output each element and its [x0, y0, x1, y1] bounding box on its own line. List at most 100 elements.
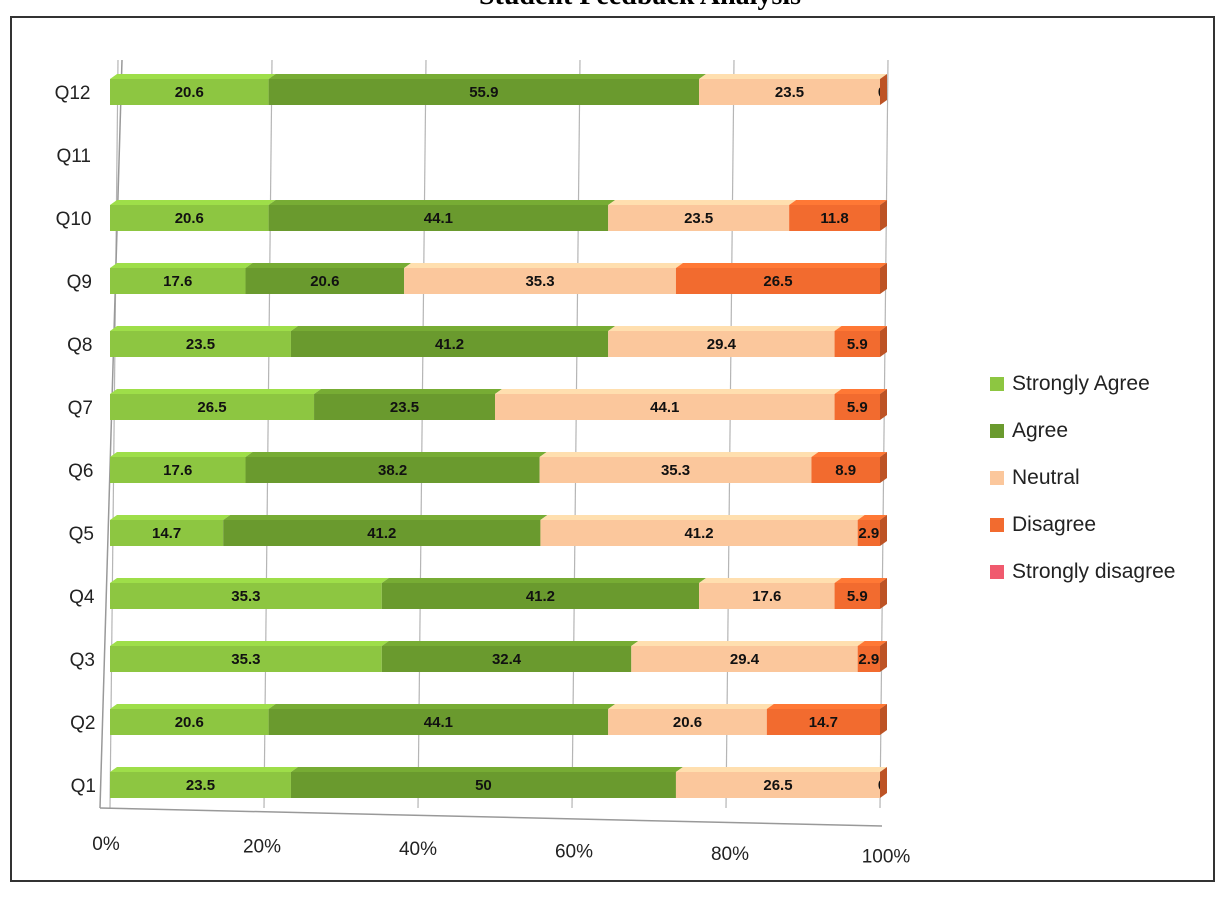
y-tick-label: Q8	[67, 335, 92, 356]
y-tick-label: Q10	[56, 209, 92, 230]
bar-segment-top	[110, 452, 253, 457]
legend-label: Neutral	[1012, 465, 1080, 489]
bar-segment	[857, 646, 880, 672]
bar-segment-top	[857, 515, 887, 520]
bar-segment-top	[268, 704, 616, 709]
x-tick-label: 100%	[862, 847, 911, 868]
data-label: 23.5	[390, 399, 419, 416]
bar-segment-top	[381, 578, 707, 583]
bar-segment	[811, 457, 880, 483]
y-tick-label: Q12	[55, 83, 91, 104]
bar-segment-top	[110, 200, 276, 205]
data-label: 20.6	[175, 84, 204, 101]
bar-segment-top	[608, 326, 842, 331]
bar-segment-top	[766, 704, 887, 709]
y-tick-label: Q11	[56, 146, 91, 167]
data-label: 35.3	[231, 651, 260, 668]
bar-segment-top	[495, 389, 842, 394]
bar-segment	[110, 457, 246, 483]
bar-segment-top	[245, 452, 547, 457]
y-tick-label: Q1	[71, 776, 96, 797]
data-label: 23.5	[186, 336, 215, 353]
legend-swatch	[990, 564, 1004, 579]
y-tick-label: Q7	[68, 398, 93, 419]
bar-segment	[381, 646, 632, 672]
data-label: 20.6	[673, 714, 702, 731]
bar-side-face	[880, 704, 887, 735]
bar-segment-top	[540, 515, 865, 520]
bar-segment	[857, 520, 880, 546]
legend-swatch	[990, 470, 1004, 485]
x-tick-label: 0%	[92, 834, 120, 855]
bar-segment-top	[834, 389, 887, 394]
data-label: 20.6	[310, 273, 339, 290]
legend-item: Strongly Agree	[990, 360, 1215, 407]
gridline	[571, 59, 581, 809]
data-label: 41.2	[526, 588, 555, 605]
data-label: 17.6	[752, 588, 781, 605]
data-label: 5.9	[847, 399, 868, 416]
data-label: 44.1	[650, 399, 679, 416]
bar-side-face	[880, 515, 887, 546]
legend-item: Disagree	[990, 501, 1215, 548]
legend-label: Disagree	[1012, 512, 1097, 536]
data-label: 35.3	[231, 588, 260, 605]
data-label: 23.5	[775, 84, 804, 101]
bar-segment	[404, 268, 676, 294]
y-axis-line	[99, 59, 123, 809]
bar-side-face	[880, 452, 887, 483]
data-label: 50	[475, 777, 492, 794]
bar-side-face	[880, 578, 887, 609]
bar-side-face	[880, 389, 887, 420]
data-label: 5.9	[847, 588, 868, 605]
legend-item: Agree	[990, 407, 1215, 454]
data-label: 2.9	[858, 651, 879, 668]
bar-segment	[540, 520, 858, 546]
bar-segment-top	[608, 200, 797, 205]
bar-segment-top	[811, 452, 887, 457]
bar-segment	[110, 268, 246, 294]
y-tick-label: Q4	[69, 587, 95, 608]
bar-segment	[766, 709, 880, 735]
data-label: 26.5	[763, 273, 792, 290]
bar-segment-top	[381, 641, 639, 646]
bar-segment-top	[631, 641, 865, 646]
chart-title: Student Feedback Analysis	[290, 0, 990, 16]
bar-segment	[110, 331, 291, 357]
bar-segment-top	[699, 74, 887, 79]
bar-segment	[290, 772, 676, 798]
bar-segment	[268, 709, 609, 735]
bar-segment-top	[857, 641, 887, 646]
data-label: 8.9	[835, 462, 856, 479]
legend-label: Strongly disagree	[1012, 559, 1176, 583]
bar-segment	[539, 457, 812, 483]
y-tick-label: Q3	[70, 650, 95, 671]
bar-segment-top	[290, 767, 683, 772]
bar-segment	[223, 520, 541, 546]
bar-segment	[110, 205, 269, 231]
bar-segment	[110, 646, 382, 672]
bar-segment-top	[268, 200, 616, 205]
data-label: 26.5	[197, 399, 226, 416]
data-label: 17.6	[163, 273, 192, 290]
x-tick-label: 60%	[555, 842, 593, 863]
bar-segment	[314, 394, 495, 420]
data-label: 17.6	[163, 462, 192, 479]
gridline	[725, 59, 735, 809]
y-tick-label: Q5	[69, 524, 94, 545]
bar-segment-top	[789, 200, 887, 205]
bar-segment	[675, 268, 880, 294]
bar-side-face	[880, 326, 887, 357]
bar-segment-top	[110, 704, 276, 709]
data-label: 20.6	[175, 210, 204, 227]
bar-segment	[631, 646, 858, 672]
bar-segment	[699, 79, 880, 105]
x-axis-line	[99, 807, 883, 827]
legend-swatch	[990, 423, 1004, 438]
bar-segment	[834, 331, 880, 357]
data-label: 11.8	[820, 210, 848, 227]
bar-segment	[290, 331, 609, 357]
bar-segment	[110, 709, 269, 735]
x-tick-label: 40%	[399, 839, 437, 860]
